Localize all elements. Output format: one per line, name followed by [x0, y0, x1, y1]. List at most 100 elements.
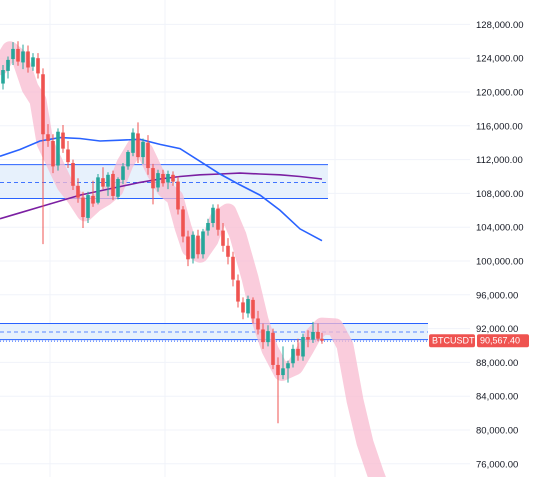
- candle-body: [191, 234, 195, 259]
- candle: [111, 170, 115, 201]
- candle: [286, 360, 290, 383]
- last-price-tags: BTCUSDT 90,567.40: [429, 334, 529, 348]
- candle: [186, 230, 190, 267]
- candle-body: [211, 207, 215, 223]
- candle: [296, 338, 300, 361]
- candle: [191, 231, 195, 264]
- candle: [56, 128, 60, 171]
- price-tick-label: 112,000.00: [476, 155, 523, 166]
- candle: [36, 53, 40, 79]
- candle: [236, 274, 240, 308]
- candle-body: [136, 133, 140, 158]
- candle-body: [281, 368, 285, 376]
- candle-body: [131, 132, 135, 153]
- price-tick-label: 120,000.00: [476, 88, 524, 99]
- candle-body: [141, 141, 145, 158]
- candle: [126, 150, 130, 170]
- candle: [266, 325, 270, 347]
- candle-body: [121, 166, 125, 180]
- candle-body: [286, 363, 290, 369]
- candle-body: [1, 70, 5, 84]
- candle-body: [201, 231, 205, 255]
- candle: [11, 42, 15, 65]
- candle: [66, 141, 70, 169]
- candle: [226, 238, 230, 265]
- candle-body: [126, 151, 130, 167]
- candle-body: [46, 134, 50, 142]
- candle-body: [171, 174, 175, 182]
- candle-body: [221, 230, 225, 246]
- candle: [76, 178, 80, 203]
- candle-body: [291, 348, 295, 364]
- candle: [301, 333, 305, 361]
- candle-body: [306, 337, 310, 340]
- price-tick-label: 128,000.00: [476, 20, 524, 31]
- last-price-tag: [477, 334, 529, 348]
- candle: [271, 328, 275, 370]
- symbol-tag: [429, 334, 475, 348]
- candle-body: [56, 131, 60, 166]
- candle-body: [111, 173, 115, 196]
- candle-body: [271, 332, 275, 365]
- candle-body: [246, 299, 250, 314]
- candle-body: [101, 178, 105, 187]
- candle: [51, 134, 55, 174]
- candle-body: [151, 168, 155, 189]
- candle-body: [266, 331, 270, 343]
- candle-body: [86, 195, 90, 218]
- price-tick-label: 96,000.00: [476, 290, 518, 301]
- candle-body: [61, 132, 65, 149]
- candle-body: [316, 331, 320, 339]
- candle: [81, 191, 85, 229]
- candle: [6, 56, 10, 79]
- candle: [211, 204, 215, 228]
- candle-body: [320, 338, 324, 341]
- candle-body: [311, 331, 315, 340]
- projection-curve: [0, 41, 386, 477]
- price-tick-label: 88,000.00: [476, 358, 518, 369]
- candle-body: [236, 280, 240, 302]
- candle-body: [206, 222, 210, 231]
- candle: [231, 251, 235, 287]
- candle: [41, 68, 45, 245]
- candle-body: [36, 58, 40, 74]
- candle-body: [231, 256, 235, 280]
- candle-body: [176, 181, 180, 210]
- candle: [151, 163, 155, 205]
- price-tick-label: 76,000.00: [476, 459, 518, 470]
- price-tick-label: 104,000.00: [476, 223, 524, 234]
- candle-body: [51, 141, 55, 167]
- candle-body: [81, 197, 85, 218]
- candle: [316, 323, 320, 342]
- candle-body: [256, 318, 260, 330]
- candle: [311, 321, 315, 343]
- price-tick-label: 116,000.00: [476, 121, 523, 132]
- candle: [201, 228, 205, 259]
- candle: [221, 222, 225, 252]
- candle-body: [66, 149, 70, 163]
- candle: [256, 310, 260, 335]
- candle: [276, 357, 280, 424]
- candle: [196, 229, 200, 259]
- candle: [161, 169, 165, 187]
- projection-path: [0, 41, 386, 477]
- candle-body: [161, 173, 165, 184]
- candle: [281, 346, 285, 380]
- candle: [216, 204, 220, 236]
- candle-body: [21, 51, 25, 63]
- candle: [21, 44, 25, 70]
- candle-body: [116, 179, 120, 197]
- candle-body: [276, 364, 280, 376]
- candle: [131, 128, 135, 157]
- candle: [176, 176, 180, 215]
- price-tick-label: 124,000.00: [476, 54, 524, 65]
- candle: [251, 297, 255, 324]
- candle: [141, 138, 145, 164]
- candle-body: [261, 329, 265, 343]
- candle: [1, 64, 5, 90]
- price-tick-label: 92,000.00: [476, 324, 518, 335]
- candle-body: [226, 245, 230, 257]
- candle: [46, 124, 50, 147]
- candle: [121, 162, 125, 185]
